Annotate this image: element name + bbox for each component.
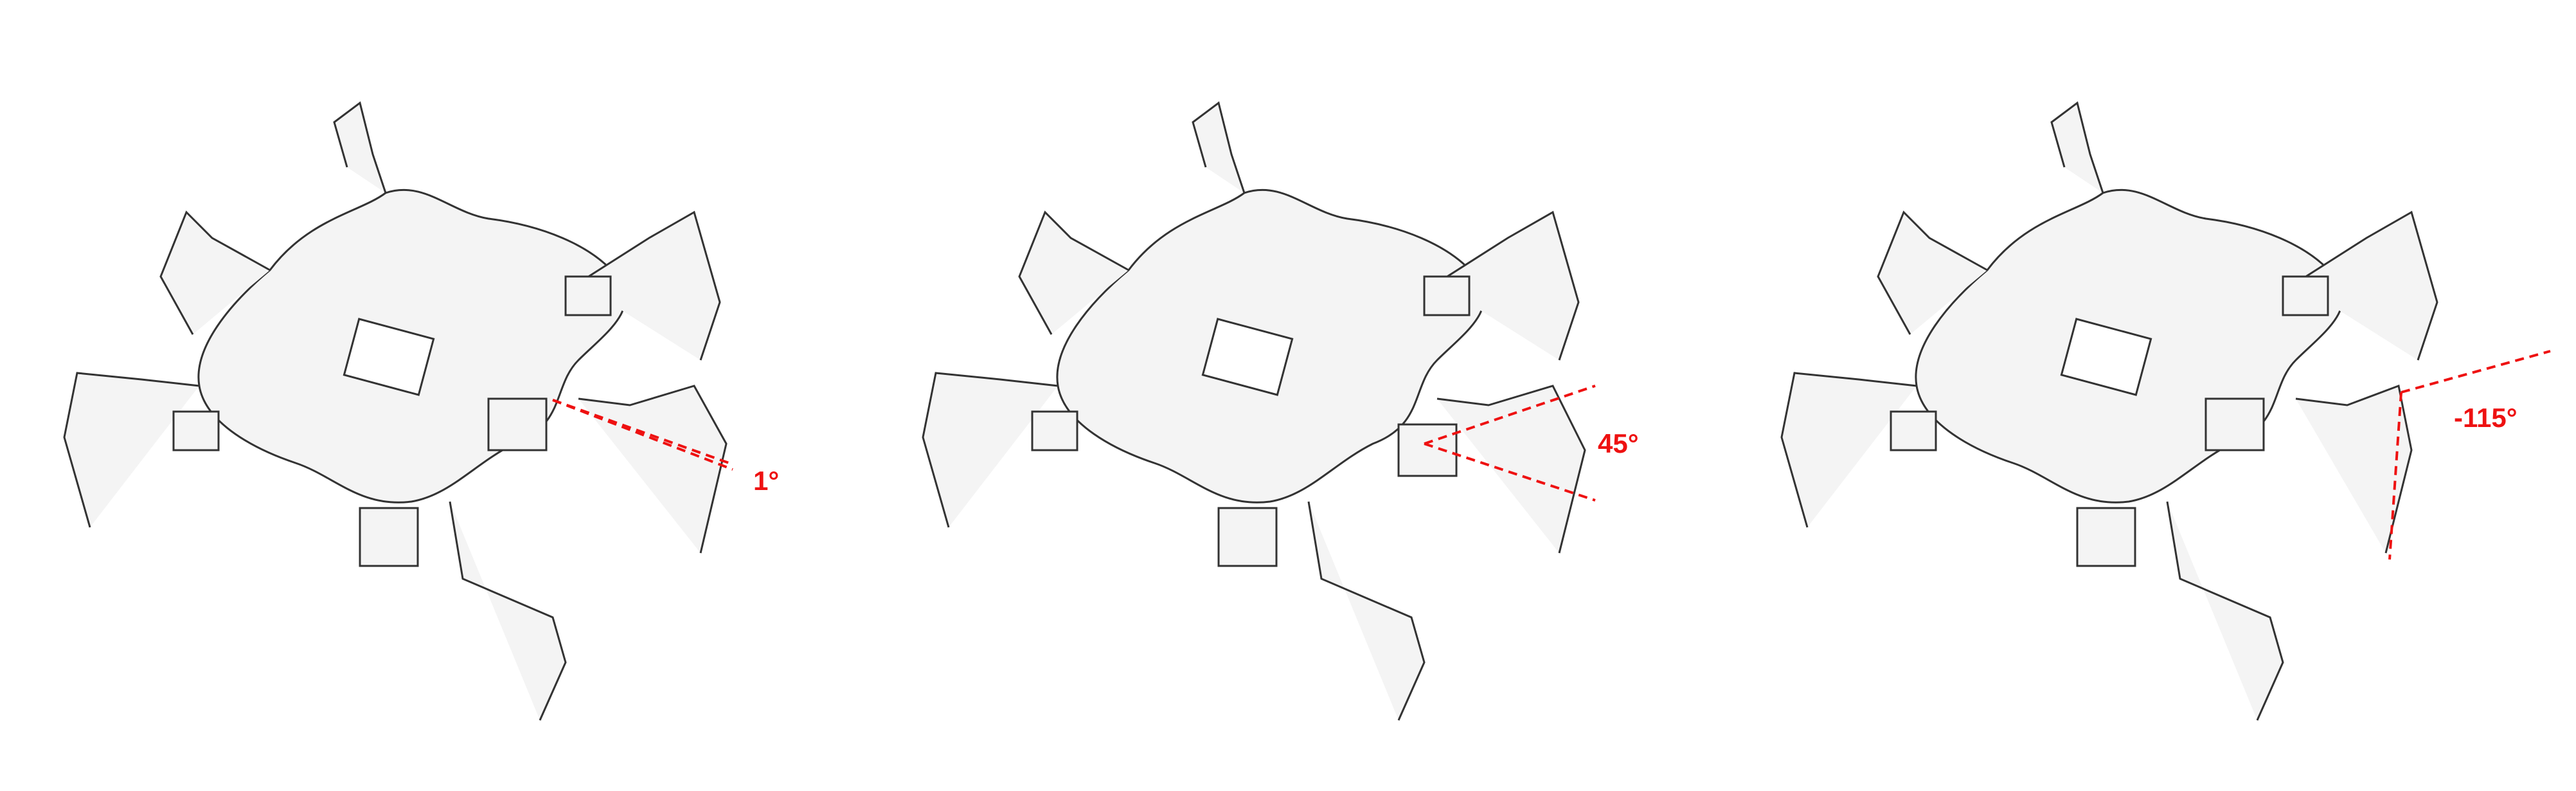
angle-indicator-line <box>1424 385 1596 445</box>
hexapod-robot-drawing <box>922 101 1596 721</box>
servo-block <box>487 397 548 451</box>
leg-front-left <box>159 210 271 335</box>
leg-bottom <box>449 501 567 721</box>
angle-label: 45° <box>1598 428 1639 459</box>
body-hole <box>343 318 435 396</box>
leg-right <box>578 385 728 554</box>
leg-right <box>2295 384 2413 554</box>
servo-block <box>2205 397 2265 451</box>
robot-panel-1: 1° <box>0 0 859 791</box>
robot-panel-2: 45° <box>859 0 1717 791</box>
leg-right <box>1436 385 1586 554</box>
leg-left <box>63 372 200 528</box>
angle-indicator-line <box>552 399 733 471</box>
angle-label: 1° <box>753 466 780 496</box>
servo-block <box>1217 507 1278 567</box>
leg-right-top <box>1436 210 1580 361</box>
leg-bottom <box>2166 501 2284 721</box>
robot-panel-3: -115° <box>1717 0 2576 791</box>
servo-block <box>1031 410 1078 451</box>
servo-block <box>1397 423 1458 477</box>
servo-block <box>1423 275 1471 316</box>
leg-top <box>333 101 387 194</box>
leg-top <box>1192 101 1246 194</box>
leg-right-top <box>2295 210 2438 361</box>
leg-front-left <box>1877 210 1988 335</box>
servo-block <box>2282 275 2329 316</box>
hexapod-robot-drawing <box>1780 101 2551 721</box>
angle-label: -115° <box>2454 403 2518 433</box>
servo-block <box>359 507 419 567</box>
body-hole <box>1201 318 1294 396</box>
leg-front-left <box>1018 210 1129 335</box>
angle-indicator-line <box>2388 392 2402 560</box>
servo-block <box>1890 410 1937 451</box>
leg-left <box>1780 372 1917 528</box>
servo-block <box>172 410 220 451</box>
angle-reference-line <box>1424 442 1596 502</box>
servo-block <box>2076 507 2136 567</box>
servo-block <box>564 275 612 316</box>
leg-bottom <box>1307 501 1426 721</box>
leg-right-top <box>578 210 721 361</box>
leg-top <box>2050 101 2104 194</box>
leg-left <box>922 372 1059 528</box>
hexapod-robot-drawing <box>63 101 733 721</box>
body-hole <box>2060 318 2152 396</box>
angle-reference-line <box>2401 350 2551 394</box>
